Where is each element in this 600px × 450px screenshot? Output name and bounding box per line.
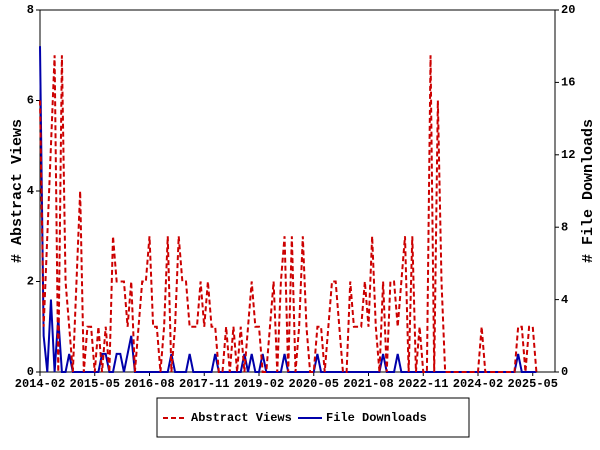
x-tick-label: 2016-08	[124, 377, 174, 391]
x-tick-label: 2015-05	[70, 377, 120, 391]
y2-tick-label: 4	[561, 293, 568, 307]
y-tick-label: 6	[27, 94, 34, 108]
x-tick-label: 2017-11	[179, 377, 229, 391]
plot-frame	[39, 9, 556, 373]
y-tick-label: 4	[27, 184, 34, 198]
y2-tick-label: 0	[561, 365, 568, 379]
y-tick-label: 8	[27, 3, 34, 17]
y2-tick-label: 20	[561, 3, 575, 17]
x-tick-label: 2021-08	[343, 377, 393, 391]
y2-tick-label: 8	[561, 220, 568, 234]
x-tick-label: 2024-02	[453, 377, 503, 391]
data-line	[39, 55, 538, 373]
x-tick-label: 2022-11	[398, 377, 448, 391]
y-tick-label: 2	[27, 275, 34, 289]
y-axis-title: # Abstract Views	[9, 119, 26, 263]
legend-label: File Downloads	[326, 411, 427, 425]
y2-tick-label: 16	[561, 76, 575, 90]
legend-label: Abstract Views	[191, 411, 292, 425]
x-tick-label: 2020-05	[289, 377, 339, 391]
y2-axis-title: # File Downloads	[580, 119, 597, 263]
x-tick-label: 2014-02	[15, 377, 65, 391]
x-tick-label: 2019-02	[234, 377, 284, 391]
y2-tick-label: 12	[561, 148, 575, 162]
x-tick-label: 2025-05	[508, 377, 558, 391]
data-line	[39, 46, 537, 373]
y-tick-label: 0	[27, 365, 34, 379]
